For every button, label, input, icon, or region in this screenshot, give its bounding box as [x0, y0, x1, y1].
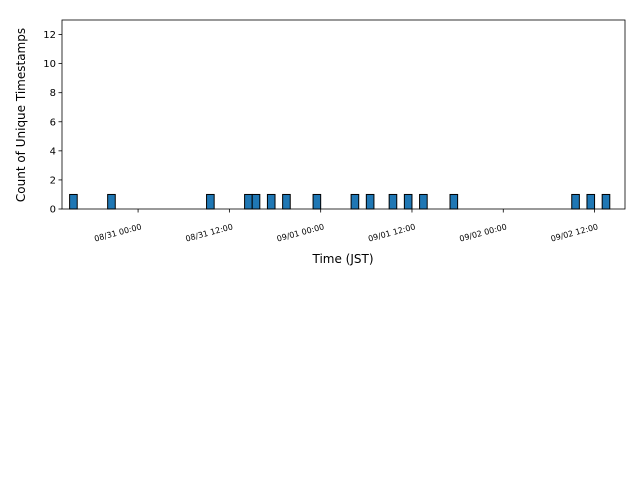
- bar: [266, 193, 276, 210]
- y-tick-label: 2: [50, 175, 56, 186]
- bar: [571, 193, 580, 210]
- y-tick-label: 12: [43, 30, 56, 41]
- bar: [69, 193, 78, 210]
- bar: [350, 193, 360, 210]
- bar: [419, 193, 428, 210]
- bar: [449, 193, 459, 210]
- bar: [206, 193, 215, 210]
- y-tick-label: 8: [50, 88, 56, 99]
- y-tick-label: 0: [50, 205, 56, 216]
- bar: [388, 193, 398, 210]
- bar: [601, 193, 611, 210]
- bar: [403, 193, 413, 210]
- y-tick-label: 4: [50, 146, 56, 157]
- bar: [107, 193, 116, 210]
- y-tick-label: 10: [43, 59, 56, 70]
- x-axis-label: Time (JST): [311, 252, 373, 266]
- y-tick-label: 6: [50, 117, 56, 128]
- bar: [312, 193, 322, 210]
- bar: [365, 193, 375, 210]
- plot-frame: [61, 19, 626, 210]
- bar: [244, 193, 253, 210]
- bar: [586, 193, 596, 210]
- bar: [282, 193, 291, 210]
- y-axis-label: Count of Unique Timestamps: [14, 28, 28, 202]
- bar: [251, 193, 261, 210]
